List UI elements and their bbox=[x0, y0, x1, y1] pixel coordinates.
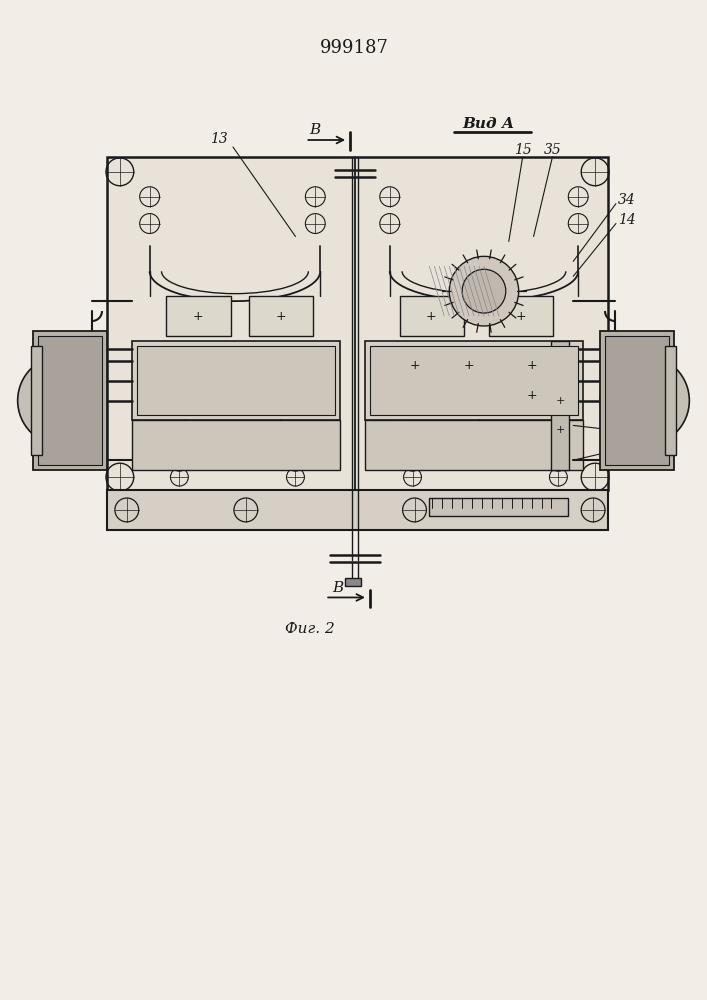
Text: 25: 25 bbox=[618, 441, 636, 455]
Bar bbox=[365, 341, 583, 420]
Text: 15: 15 bbox=[514, 143, 532, 157]
Bar bbox=[551, 341, 569, 470]
Text: +: + bbox=[515, 310, 526, 323]
Bar bbox=[33, 331, 107, 470]
Bar bbox=[665, 346, 677, 455]
Circle shape bbox=[18, 356, 107, 445]
Bar bbox=[345, 578, 361, 586]
Text: +: + bbox=[464, 359, 474, 372]
Text: 999187: 999187 bbox=[320, 39, 388, 57]
Circle shape bbox=[615, 371, 674, 430]
Bar bbox=[132, 420, 340, 470]
Bar bbox=[132, 341, 340, 420]
Bar bbox=[365, 420, 583, 470]
Circle shape bbox=[462, 269, 506, 313]
Text: 13: 13 bbox=[210, 132, 228, 146]
Text: Вид А: Вид А bbox=[463, 117, 515, 131]
Circle shape bbox=[449, 256, 519, 326]
Text: +: + bbox=[409, 359, 420, 372]
Text: +: + bbox=[193, 310, 204, 323]
Text: 26: 26 bbox=[618, 423, 636, 437]
Bar bbox=[370, 346, 578, 415]
Bar bbox=[30, 346, 42, 455]
Bar bbox=[600, 331, 674, 470]
Text: +: + bbox=[426, 310, 437, 323]
Bar bbox=[489, 296, 554, 336]
Text: 14: 14 bbox=[618, 213, 636, 227]
Bar bbox=[249, 296, 313, 336]
Bar bbox=[605, 336, 670, 465]
Text: +: + bbox=[526, 389, 537, 402]
Text: В: В bbox=[332, 581, 344, 595]
Bar bbox=[107, 490, 608, 530]
Bar bbox=[399, 296, 464, 336]
Circle shape bbox=[637, 393, 653, 409]
Text: +: + bbox=[526, 359, 537, 372]
Text: 35: 35 bbox=[544, 143, 561, 157]
Bar bbox=[136, 346, 335, 415]
Text: 34: 34 bbox=[618, 193, 636, 207]
Text: +: + bbox=[556, 425, 565, 435]
Bar bbox=[37, 336, 102, 465]
Text: +: + bbox=[275, 310, 286, 323]
Text: В: В bbox=[310, 123, 321, 137]
Text: +: + bbox=[556, 396, 565, 406]
Text: Фиг. 2: Фиг. 2 bbox=[286, 622, 335, 636]
Circle shape bbox=[33, 371, 92, 430]
Bar bbox=[166, 296, 231, 336]
Bar bbox=[429, 498, 568, 516]
Bar bbox=[107, 157, 608, 490]
Circle shape bbox=[600, 356, 689, 445]
Circle shape bbox=[54, 393, 70, 409]
